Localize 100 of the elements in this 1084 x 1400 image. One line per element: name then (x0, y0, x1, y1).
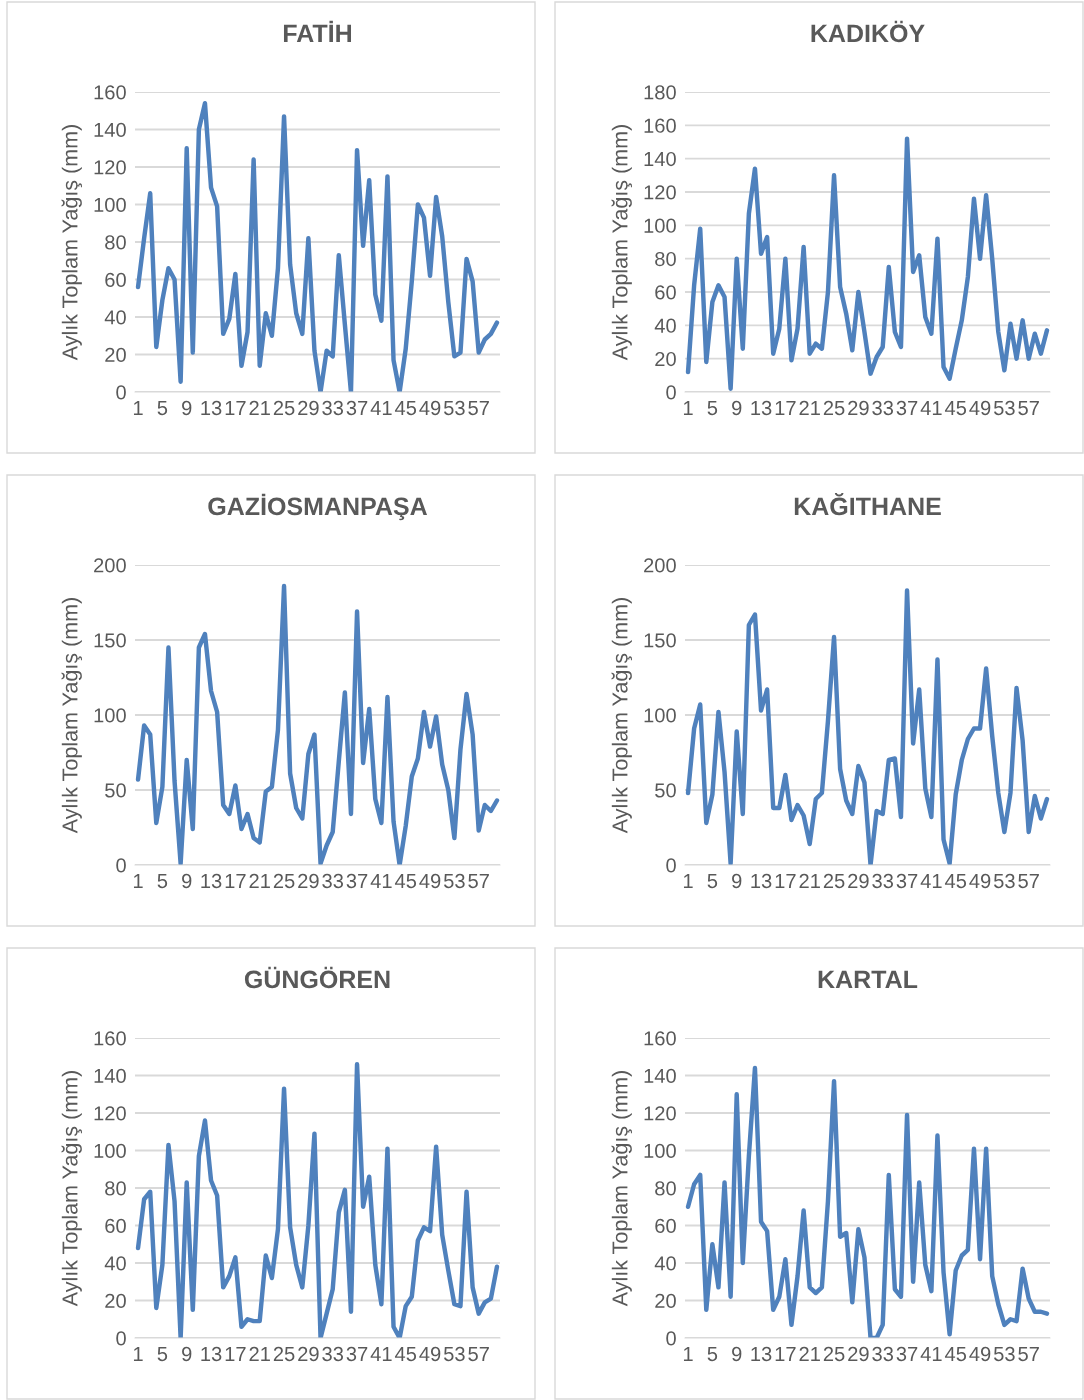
y-axis-title: Aylık Toplam Yağış (mm) (61, 1071, 82, 1307)
x-tick-label: 29 (848, 400, 869, 416)
x-tick-label: 21 (799, 1346, 820, 1361)
x-tick-label: 45 (944, 1347, 967, 1362)
x-tick-label: 41 (920, 1347, 942, 1361)
y-tick-label: 100 (644, 218, 676, 233)
x-tick-label: 29 (298, 873, 319, 889)
x-tick-label: 37 (896, 873, 918, 889)
x-tick-label: 25 (273, 873, 295, 889)
x-tick-label: 9 (732, 400, 742, 416)
x-tick-label: 1 (133, 1347, 143, 1361)
x-tick-label: 41 (370, 401, 392, 415)
x-tick-label: 49 (969, 400, 991, 416)
x-tick-label: 25 (823, 1346, 845, 1362)
y-tick-label: 20 (105, 347, 126, 362)
x-tick-label: 57 (468, 874, 489, 889)
x-tick-label: 13 (751, 1346, 772, 1362)
line-series (135, 1062, 500, 1338)
x-tick-label: 13 (201, 873, 222, 889)
line-series (135, 583, 500, 865)
x-tick-label: 5 (157, 874, 168, 889)
y-tick-label: 120 (94, 160, 126, 175)
y-tick-label: 160 (94, 85, 126, 100)
y-axis-title: Aylık Toplam Yağış (mm) (61, 125, 82, 361)
y-tick-label: 200 (94, 558, 126, 573)
x-tick-label: 13 (751, 400, 772, 416)
x-tick-label: 17 (775, 1347, 796, 1361)
x-tick-label: 57 (468, 1347, 489, 1362)
x-tick-label: 9 (182, 400, 192, 416)
y-tick-label: 80 (105, 1181, 126, 1196)
y-tick-label: 40 (654, 318, 676, 333)
x-tick-label: 5 (157, 401, 168, 416)
y-tick-label: 160 (644, 1031, 676, 1046)
y-tick-label: 100 (94, 708, 126, 723)
x-tick-label: 21 (799, 873, 820, 888)
y-tick-label: 0 (666, 1331, 676, 1346)
y-axis-title: Aylık Toplam Yağış (mm) (611, 1071, 632, 1307)
y-tick-label: 100 (94, 1143, 126, 1158)
x-tick-label: 49 (419, 873, 441, 889)
x-tick-label: 49 (419, 1346, 441, 1362)
chart-title: KADIKÖY (811, 20, 925, 43)
x-tick-label: 37 (346, 400, 368, 416)
x-tick-label: 45 (944, 874, 967, 889)
y-tick-label: 100 (644, 1143, 676, 1158)
x-tick-label: 53 (993, 1346, 1015, 1362)
x-tick-label: 41 (370, 874, 392, 888)
x-tick-label: 53 (443, 873, 465, 889)
y-tick-label: 100 (94, 197, 126, 212)
y-tick-label: 140 (94, 1068, 126, 1083)
x-tick-label: 29 (848, 1346, 869, 1362)
y-tick-label: 50 (655, 783, 676, 798)
y-tick-label: 60 (655, 1218, 676, 1233)
x-tick-label: 33 (322, 400, 344, 416)
x-tick-label: 25 (273, 1346, 295, 1362)
x-tick-label: 57 (1018, 874, 1039, 889)
x-tick-label: 49 (969, 1346, 991, 1362)
x-tick-label: 13 (201, 400, 222, 416)
x-tick-label: 25 (823, 873, 845, 889)
x-tick-label: 13 (201, 1346, 222, 1362)
y-tick-label: 80 (105, 235, 126, 250)
y-tick-label: 80 (655, 1181, 676, 1196)
chart-title: KARTAL (818, 970, 918, 988)
y-tick-label: 160 (644, 118, 676, 133)
y-tick-label: 80 (655, 251, 676, 267)
x-tick-label: 37 (896, 1346, 918, 1362)
y-tick-label: 40 (104, 1256, 126, 1271)
x-tick-label: 17 (225, 1347, 246, 1361)
x-tick-label: 17 (775, 874, 796, 888)
y-tick-label: 120 (644, 185, 676, 200)
x-tick-label: 9 (182, 1346, 192, 1362)
x-tick-label: 53 (993, 400, 1015, 416)
chart-title: GAZİOSMANPAŞA (208, 493, 428, 521)
x-tick-label: 37 (346, 1346, 368, 1362)
y-tick-label: 0 (116, 1331, 126, 1346)
x-tick-label: 1 (683, 1347, 693, 1361)
y-tick-label: 60 (655, 285, 676, 300)
x-tick-label: 17 (775, 401, 796, 415)
x-tick-label: 9 (732, 873, 742, 889)
x-tick-label: 1 (133, 401, 143, 415)
x-tick-label: 17 (225, 874, 246, 888)
y-tick-label: 150 (644, 633, 676, 648)
y-tick-label: 140 (94, 122, 126, 137)
x-tick-label: 21 (249, 400, 270, 415)
x-tick-label: 41 (370, 1347, 392, 1361)
x-tick-label: 37 (896, 400, 918, 416)
line-series (685, 588, 1050, 865)
x-tick-label: 9 (182, 873, 192, 889)
y-axis-title: Aylık Toplam Yağış (mm) (61, 598, 82, 834)
x-tick-label: 1 (683, 401, 693, 415)
x-tick-label: 53 (443, 1346, 465, 1362)
x-tick-label: 21 (249, 873, 270, 888)
x-tick-label: 33 (872, 400, 894, 416)
line-series (135, 101, 500, 392)
y-tick-label: 20 (655, 1293, 676, 1308)
y-tick-label: 20 (655, 351, 676, 367)
x-tick-label: 45 (394, 1347, 417, 1362)
x-tick-label: 1 (683, 874, 693, 888)
y-tick-label: 40 (104, 310, 126, 325)
y-axis-title: Aylık Toplam Yağış (mm) (611, 125, 632, 361)
y-tick-label: 140 (644, 1068, 676, 1083)
